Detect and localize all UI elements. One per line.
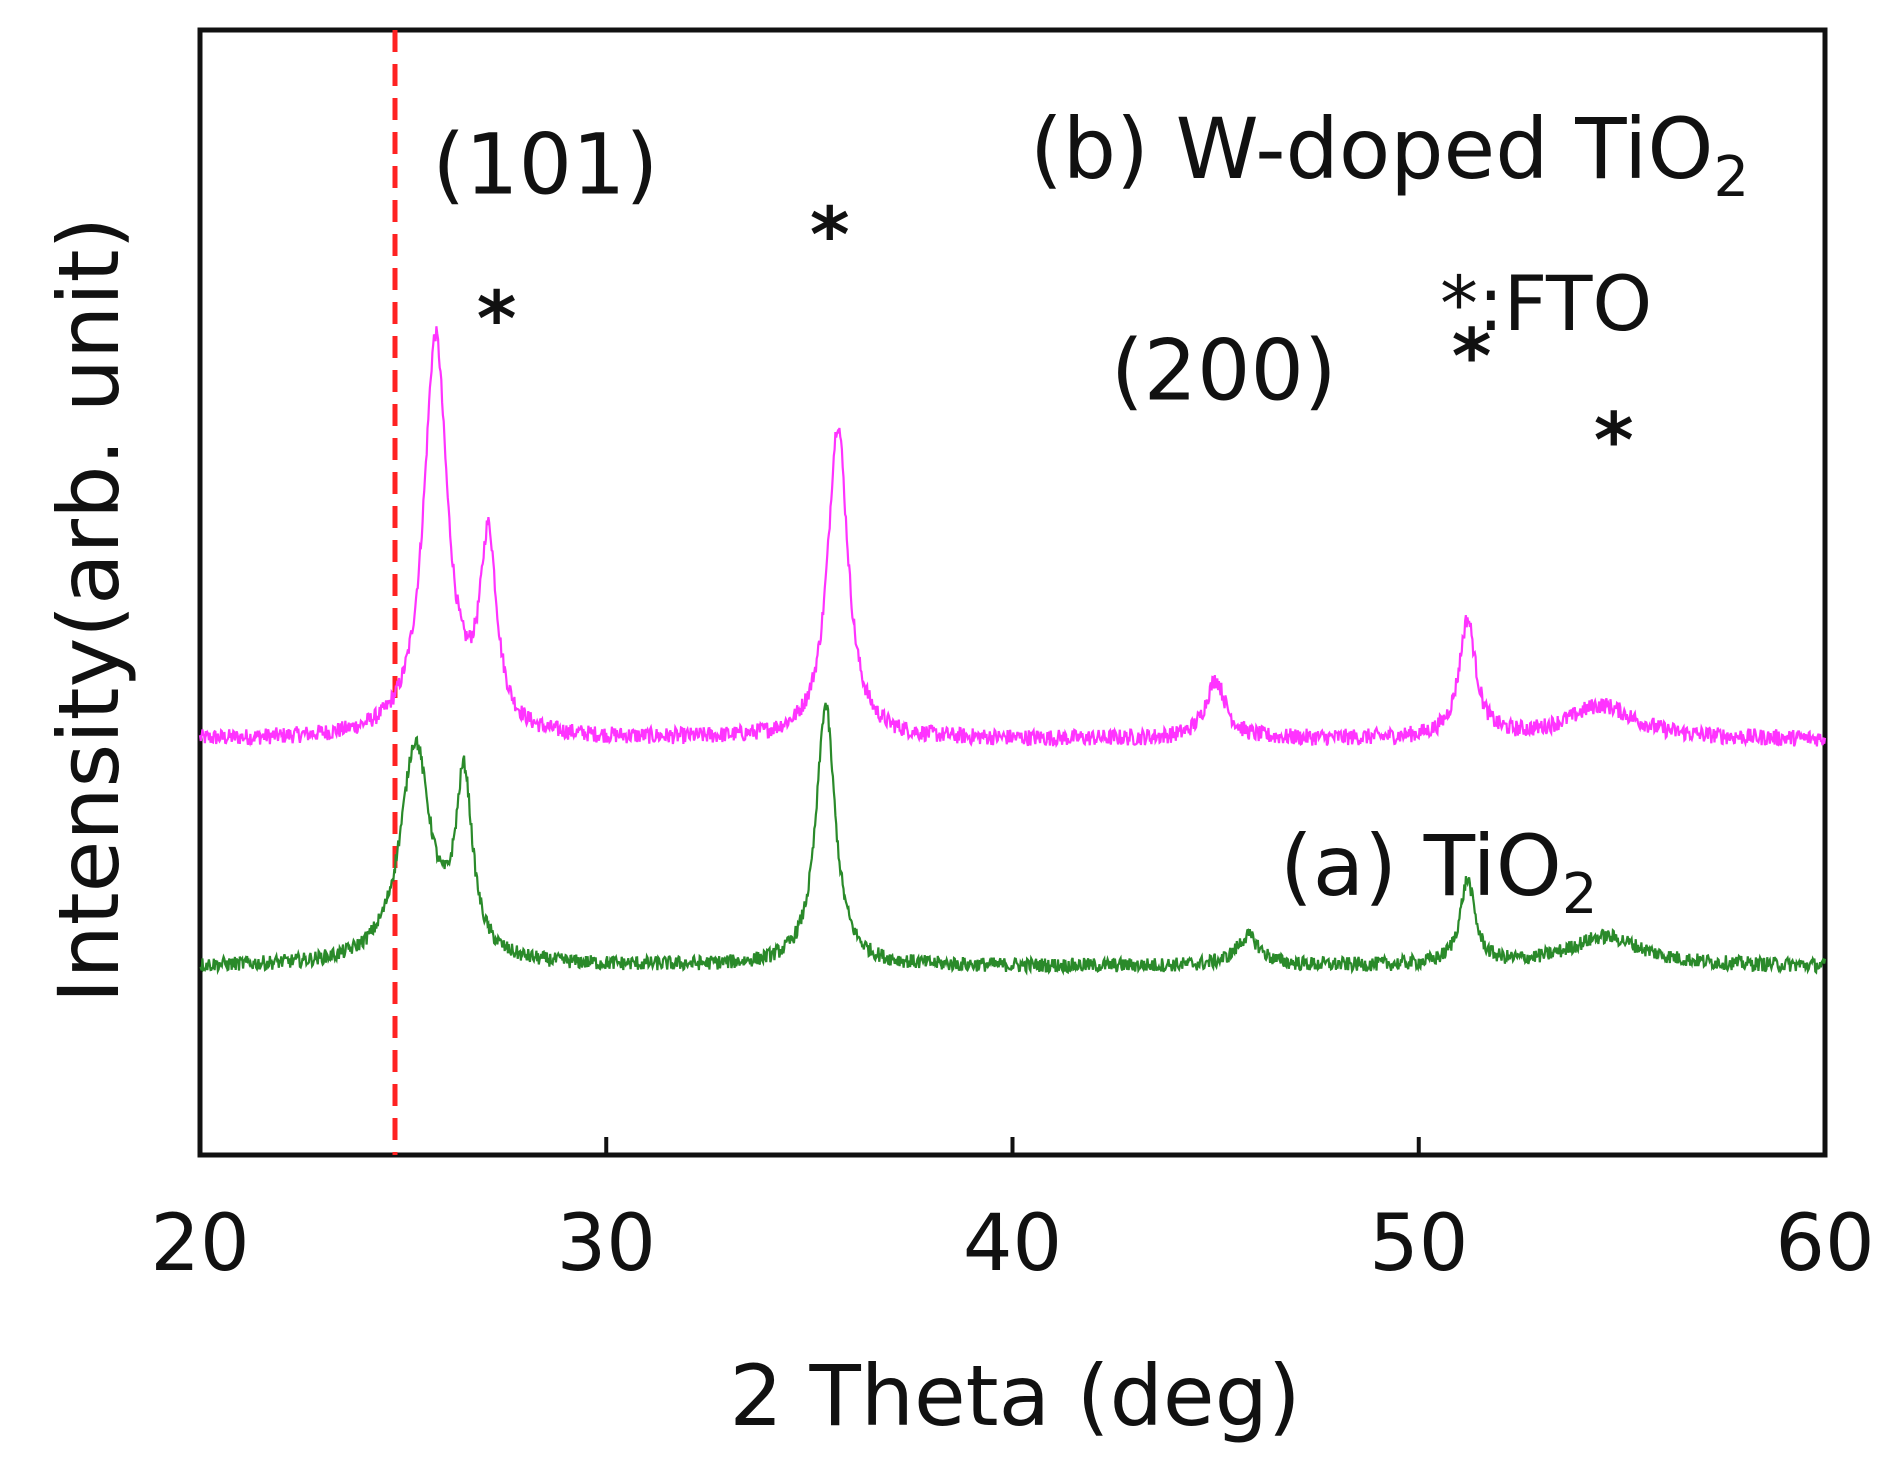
peak-label: (101) (432, 116, 658, 214)
x-axis-ticks: 20 30 40 50 60 (150, 1137, 1875, 1289)
series-label-a: (a) TiO2 (1280, 817, 1598, 927)
fto-marker: * (1594, 396, 1634, 485)
series-line-0 (198, 326, 1827, 748)
series-layer (198, 326, 1827, 976)
y-axis-title: Intensity(arb. unit) (40, 217, 138, 1004)
x-tick-label: 50 (1369, 1199, 1468, 1289)
x-tick-label: 20 (150, 1199, 249, 1289)
x-tick-label: 60 (1775, 1199, 1874, 1289)
series-label-b: (b) W-doped TiO2 (1030, 100, 1749, 210)
fto-marker: * (477, 274, 517, 363)
peak-label: (200) (1111, 321, 1337, 419)
fto-marker: * (810, 190, 850, 279)
series-line-1 (199, 702, 1827, 976)
fto-marker: * (1452, 312, 1492, 401)
fto-legend-note: *:FTO (1440, 259, 1652, 348)
x-axis-title: 2 Theta (deg) (729, 1347, 1300, 1445)
x-tick-label: 30 (557, 1199, 656, 1289)
annotation-layer: (101) (200) * * * * (432, 116, 1633, 485)
x-tick-label: 40 (963, 1199, 1062, 1289)
